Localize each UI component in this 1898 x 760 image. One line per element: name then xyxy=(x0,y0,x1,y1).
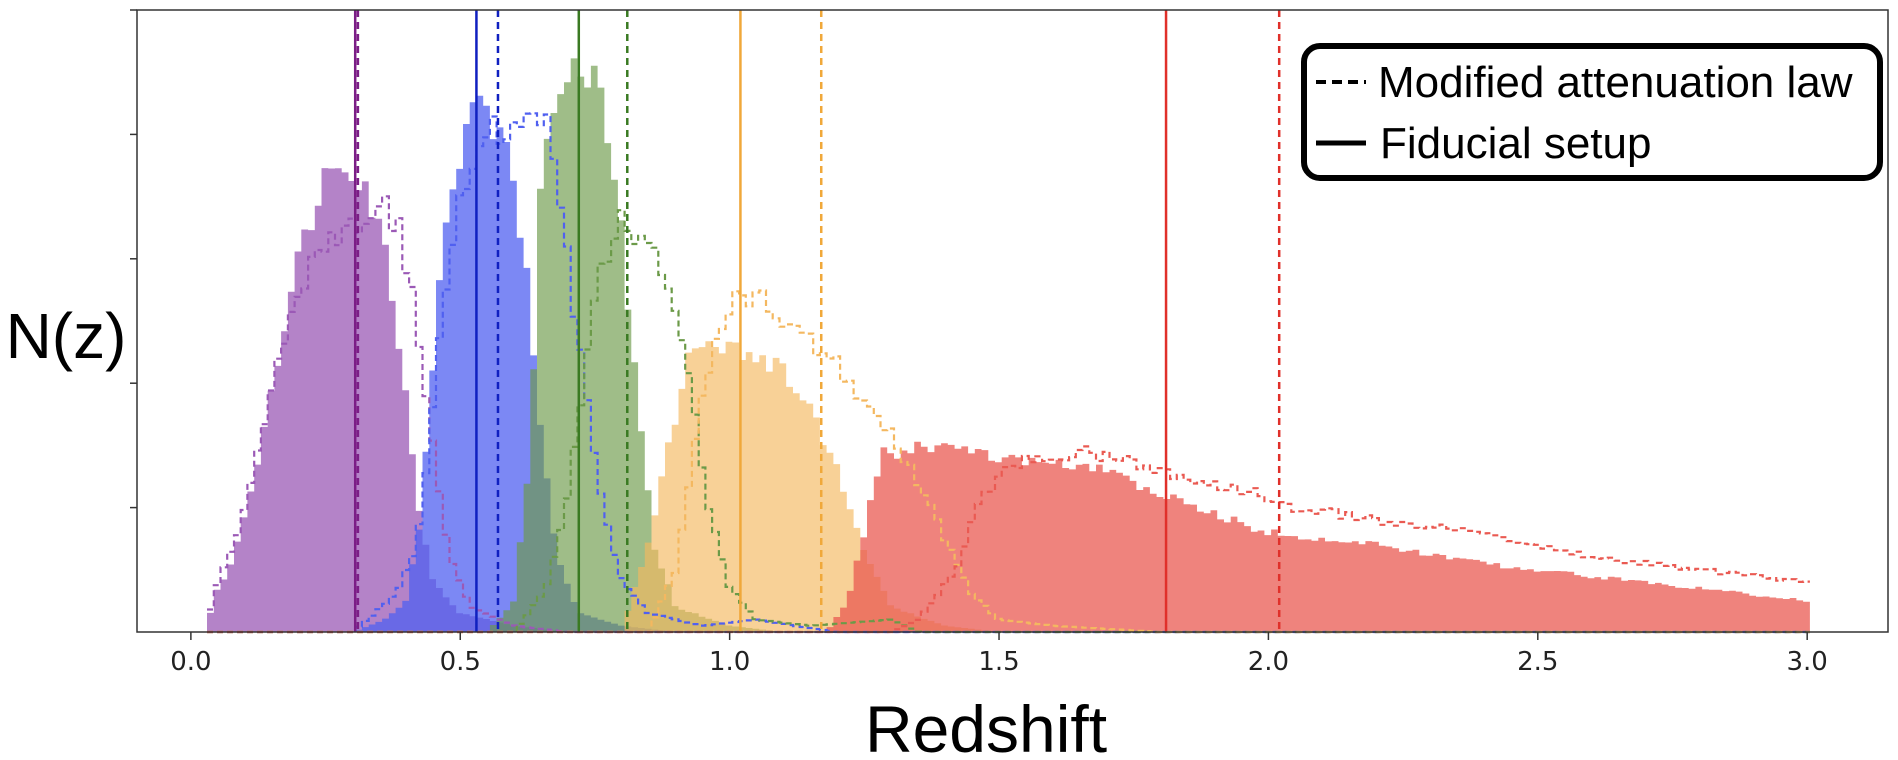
x-tick-label: 0.5 xyxy=(440,647,481,677)
x-tick-label: 1.0 xyxy=(709,647,750,677)
plot-frame xyxy=(136,9,1889,633)
y-axis-title: N(z) xyxy=(6,300,127,372)
blue-modified-histogram xyxy=(207,112,1810,634)
x-tick-label: 0.0 xyxy=(170,647,211,677)
fiducial-histogram-fills xyxy=(207,58,1810,633)
legend-label-fiducial: Fiducial setup xyxy=(1380,119,1651,168)
x-tick-label: 3.0 xyxy=(1787,647,1828,677)
green-fiducial-histogram xyxy=(207,58,1810,632)
red-fiducial-histogram xyxy=(207,441,1810,632)
x-tick-label: 2.5 xyxy=(1517,647,1558,677)
median-redshift-lines xyxy=(353,10,1281,632)
y-axis-ticks xyxy=(130,9,137,509)
green-modified-histogram xyxy=(207,209,1810,634)
x-axis-ticks: 0.0 0.5 1.0 1.5 2.0 2.5 3.0 xyxy=(170,632,1828,677)
x-axis-title: Redshift xyxy=(865,692,1107,760)
legend: Modified attenuation law Fiducial setup xyxy=(1301,43,1883,181)
x-tick-label: 2.0 xyxy=(1248,647,1289,677)
purple-fiducial-histogram xyxy=(207,168,1810,632)
legend-box xyxy=(1301,43,1883,181)
red-modified-histogram xyxy=(207,445,1810,634)
x-tick-label: 1.5 xyxy=(978,647,1019,677)
blue-fiducial-histogram xyxy=(207,95,1810,633)
legend-label-modified: Modified attenuation law xyxy=(1378,58,1853,107)
